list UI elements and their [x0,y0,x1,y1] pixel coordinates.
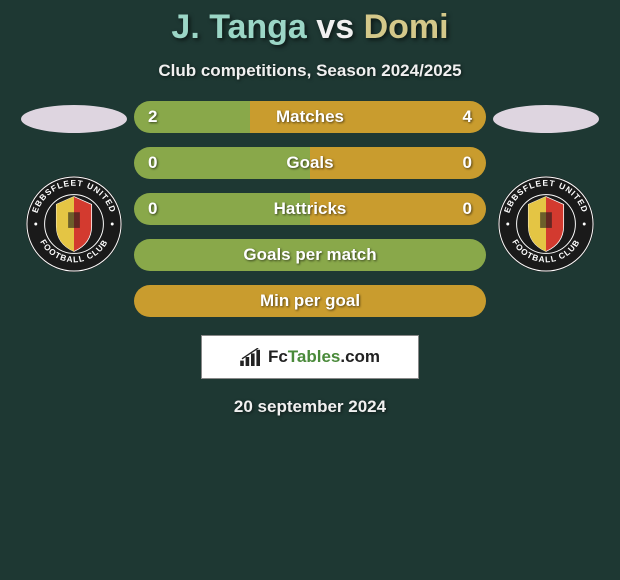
subtitle-text: Club competitions, Season 2024/2025 [158,61,461,81]
stat-value-left: 2 [148,107,157,127]
player1-avatar-placeholder [21,105,127,133]
stat-label: Matches [276,107,344,127]
stat-bar-right [310,147,486,179]
stat-row: Goals per match [134,239,486,271]
stat-row: 2 Matches 4 [134,101,486,133]
stat-label: Min per goal [260,291,360,311]
stat-row: 0 Hattricks 0 [134,193,486,225]
stat-bar-left [134,147,310,179]
stat-label: Hattricks [274,199,347,219]
stat-row: 0 Goals 0 [134,147,486,179]
player2-name: Domi [364,8,449,46]
player2-club-badge: EBBSFLEET UNITED FOOTBALL CLUB [497,175,595,273]
vs-label: vs [316,8,354,46]
date-text: 20 september 2024 [234,397,386,417]
brand-text: FcTables.com [268,347,380,367]
stat-value-left: 0 [148,199,157,219]
stat-value-right: 0 [463,153,472,173]
stat-value-left: 0 [148,153,157,173]
stat-label: Goals per match [243,245,376,265]
stats-column: 2 Matches 4 0 Goals 0 0 Hattricks 0 Goals per mat… [134,101,486,317]
infographic-root: J. Tanga vs Domi Club competitions, Seas… [0,0,620,417]
player1-name: J. Tanga [171,8,306,46]
stat-label: Goals [286,153,333,173]
player2-avatar-placeholder [493,105,599,133]
stat-value-right: 0 [463,199,472,219]
player1-club-badge: EBBSFLEET UNITED FOOTBALL CLUB [25,175,123,273]
stat-value-right: 4 [463,107,472,127]
stat-row: Min per goal [134,285,486,317]
brand-watermark: FcTables.com [201,335,419,379]
main-area: EBBSFLEET UNITED FOOTBALL CLUB 2 Matches 4… [0,101,620,317]
player1-column: EBBSFLEET UNITED FOOTBALL CLUB [14,101,134,317]
page-title: J. Tanga vs Domi [171,8,448,47]
chart-icon [240,348,262,366]
player2-column: EBBSFLEET UNITED FOOTBALL CLUB [486,101,606,317]
